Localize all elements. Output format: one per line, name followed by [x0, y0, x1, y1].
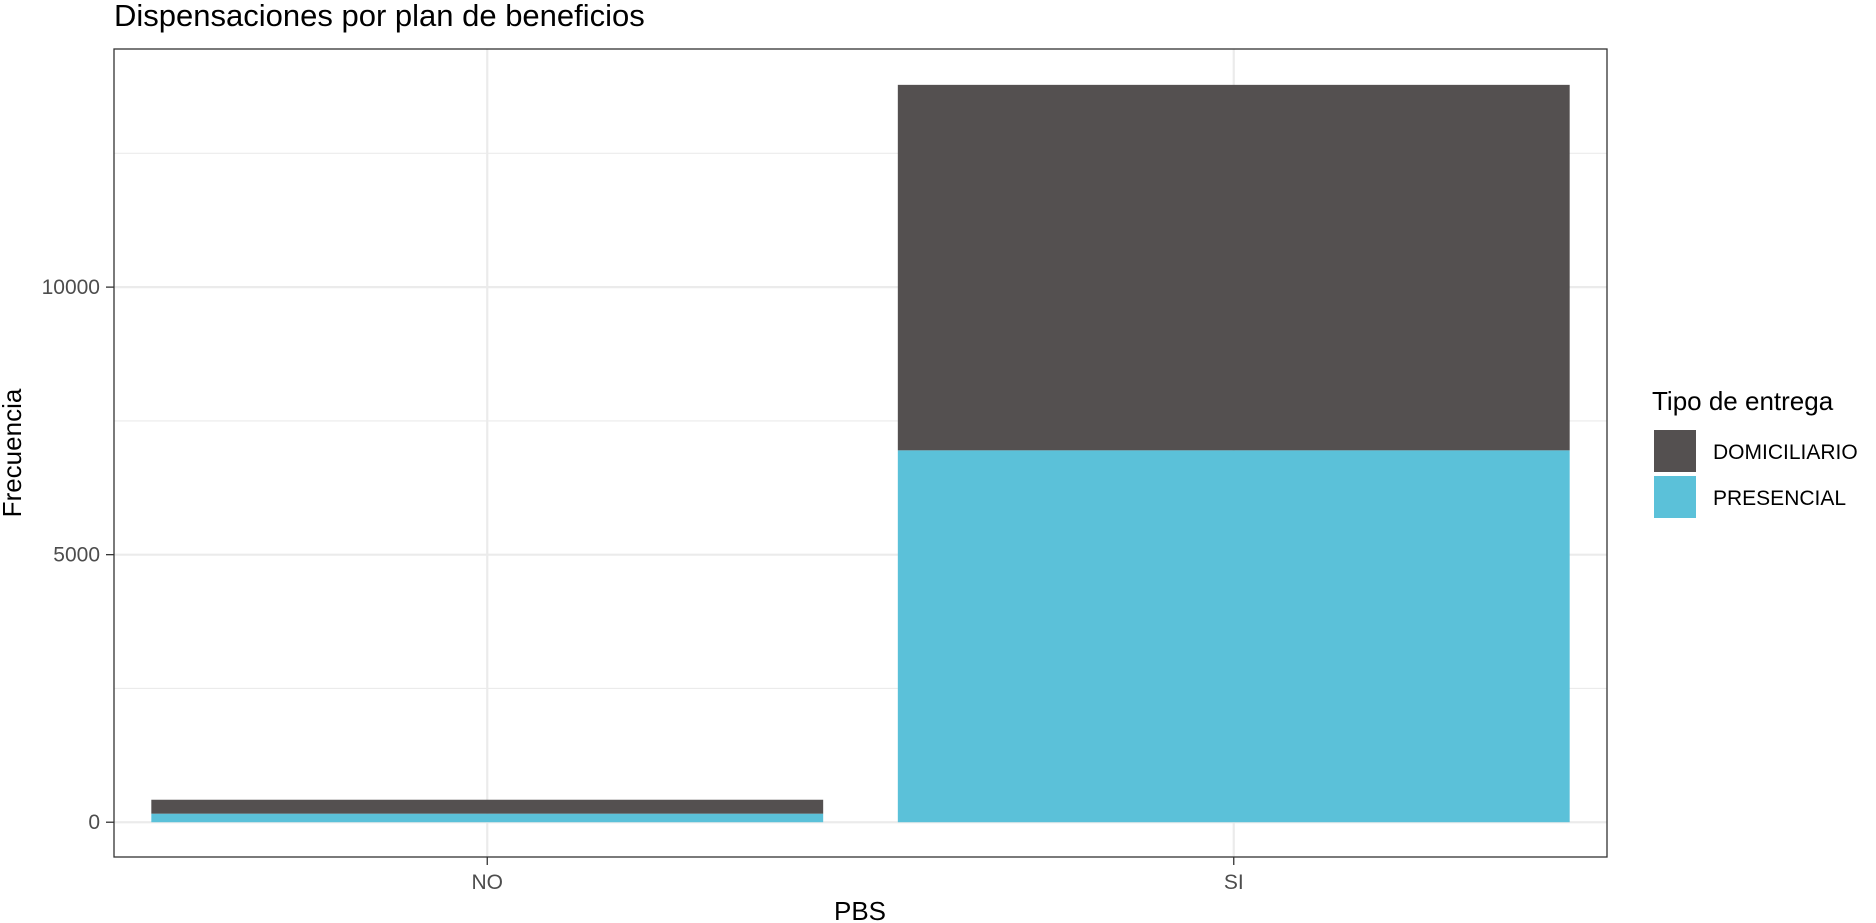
y-axis: 0 5000 10000	[42, 276, 114, 834]
bar-no-presencial	[151, 813, 824, 823]
legend-title: Tipo de entrega	[1652, 386, 1834, 416]
panel-border	[113, 48, 1608, 858]
bar-si-presencial	[897, 450, 1570, 823]
bars	[151, 84, 1570, 823]
x-axis: NO SI	[472, 857, 1244, 894]
legend-label-domiciliario: DOMICILIARIO	[1713, 441, 1858, 464]
y-tick-label: 0	[88, 811, 100, 834]
legend-items: DOMICILIARIO PRESENCIAL	[1654, 430, 1858, 518]
x-tick-label: SI	[1224, 871, 1244, 894]
legend-label-presencial: PRESENCIAL	[1713, 487, 1846, 510]
x-axis-title: PBS	[834, 896, 886, 923]
y-tick-label: 5000	[53, 544, 100, 567]
plot-panel	[113, 48, 1608, 858]
bar-no-domiciliario	[151, 799, 824, 814]
y-tick-label: 10000	[42, 276, 100, 299]
x-tick-label: NO	[472, 871, 504, 894]
bar-si-domiciliario	[897, 84, 1570, 451]
legend-key-domiciliario	[1654, 430, 1696, 472]
y-axis-title: Frecuencia	[0, 388, 27, 517]
legend: Tipo de entrega DOMICILIARIO PRESENCIAL	[1652, 386, 1858, 518]
chart-title: Dispensaciones por plan de beneficios	[114, 0, 645, 33]
legend-key-presencial	[1654, 476, 1696, 518]
